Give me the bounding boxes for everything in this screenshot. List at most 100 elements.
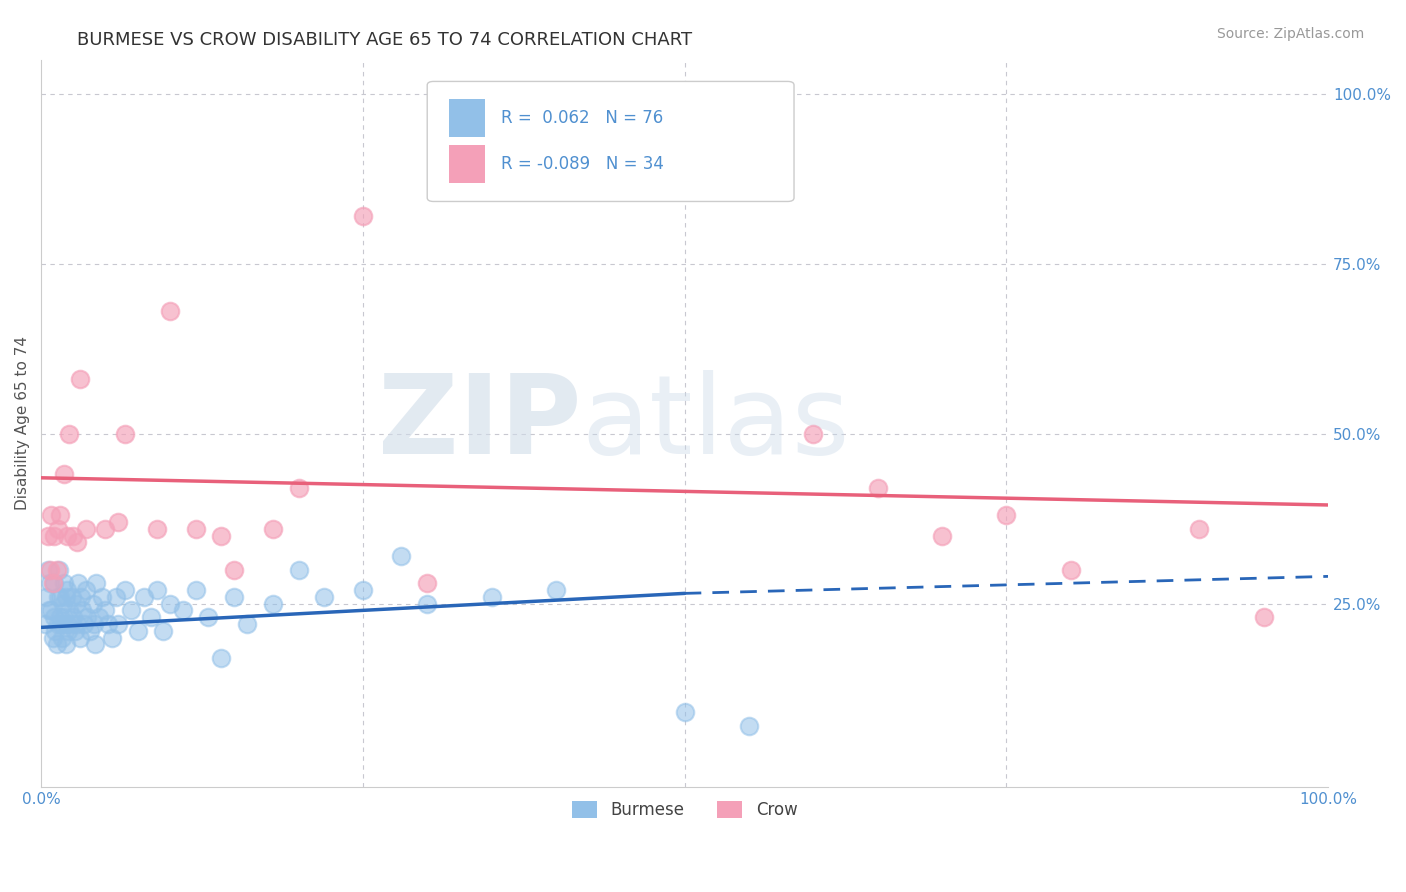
Point [39,563,62,577]
Point [55,637,77,651]
Point [104,590,127,604]
Text: R =  0.062   N = 76: R = 0.062 N = 76 [501,109,662,127]
Point [75,582,97,597]
Point [995,508,1018,523]
Point [236,617,259,632]
Point [352,209,374,223]
Legend: Burmese, Crow: Burmese, Crow [565,795,804,826]
Point [66,617,89,632]
Point [49,508,72,523]
Point [70,590,93,604]
Point [97,617,120,632]
Point [65,597,87,611]
Point [866,481,889,495]
Point [184,522,207,536]
Point [159,304,181,318]
Text: Source: ZipAtlas.com: Source: ZipAtlas.com [1216,27,1364,41]
FancyBboxPatch shape [449,145,485,183]
Point [146,582,169,597]
Y-axis label: Disability Age 65 to 74: Disability Age 65 to 74 [15,336,30,510]
Point [75,522,97,536]
Point [79,624,101,638]
Point [51,617,73,632]
Point [41,631,63,645]
Point [56,617,79,632]
Point [159,597,181,611]
Point [120,603,142,617]
Point [146,522,169,536]
Point [224,563,246,577]
Point [184,582,207,597]
Point [287,481,309,495]
Point [197,610,219,624]
Point [262,522,284,536]
Point [42,528,65,542]
Point [53,576,76,591]
Point [209,651,232,665]
Point [132,590,155,604]
Point [114,426,136,441]
Point [38,603,60,617]
Point [58,426,80,441]
Point [139,610,162,624]
Point [41,508,63,523]
Point [84,637,107,651]
Point [209,528,232,542]
FancyBboxPatch shape [449,99,485,136]
Point [51,631,73,645]
Point [391,549,413,563]
Point [1188,522,1211,536]
Point [127,624,149,638]
Point [87,610,110,624]
Point [37,528,59,542]
Point [69,372,91,386]
Point [56,528,79,542]
Point [62,528,84,542]
Point [42,576,65,591]
Text: atlas: atlas [582,370,851,477]
Point [801,426,824,441]
Point [69,631,91,645]
Point [34,617,56,632]
Point [49,610,72,624]
Point [314,590,336,604]
Point [1253,610,1275,624]
Point [56,624,79,638]
Point [224,590,246,604]
Point [53,610,76,624]
Point [39,576,62,591]
Point [101,631,124,645]
Point [62,610,84,624]
Point [58,603,80,617]
Point [262,597,284,611]
Point [82,597,104,611]
Point [67,576,90,591]
Text: R = -0.089   N = 34: R = -0.089 N = 34 [501,154,664,173]
Point [41,576,63,591]
Point [1060,563,1083,577]
Point [72,617,94,632]
Point [46,590,69,604]
Point [107,617,129,632]
Point [49,590,72,604]
Point [90,590,112,604]
Point [107,515,129,529]
Point [45,563,67,577]
Point [481,590,503,604]
Text: BURMESE VS CROW DISABILITY AGE 65 TO 74 CORRELATION CHART: BURMESE VS CROW DISABILITY AGE 65 TO 74 … [77,31,693,49]
Point [60,590,83,604]
Point [46,522,69,536]
Point [94,522,117,536]
Point [41,603,63,617]
Point [352,582,374,597]
Point [55,590,77,604]
Point [416,576,439,591]
Point [172,603,194,617]
Point [94,603,117,617]
Point [931,528,953,542]
Point [35,590,58,604]
Point [42,610,65,624]
Point [52,597,75,611]
Point [544,582,567,597]
Point [83,617,105,632]
